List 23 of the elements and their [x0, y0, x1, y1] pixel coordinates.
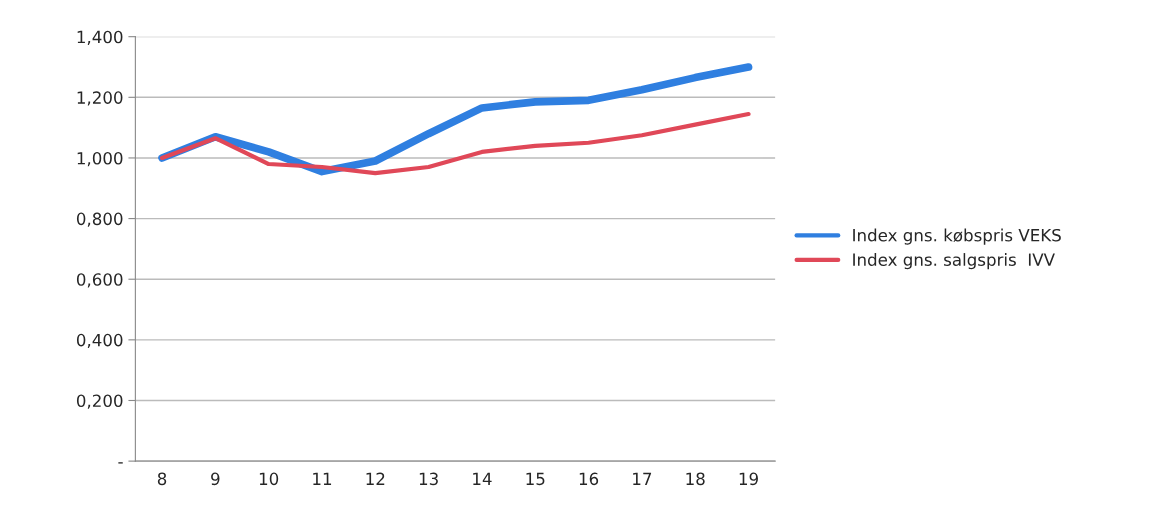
x-tick-label: 17 — [633, 472, 652, 485]
x-tick-label: 16 — [579, 472, 599, 486]
x-tick-label: 18 — [686, 472, 705, 486]
y-tick-label: 0,400 — [76, 333, 123, 349]
y-tick-label: 1,400 — [77, 30, 123, 45]
y-tick-label: 1,000 — [77, 151, 123, 167]
legend-label: Index gns. købspris VEKS — [853, 228, 1061, 245]
y-tick-label: 0,200 — [76, 394, 123, 409]
x-tick-label: 12 — [366, 472, 385, 485]
y-tick-label: 0,600 — [76, 273, 123, 288]
x-tick-label: 19 — [739, 472, 758, 486]
x-tick-label: 15 — [526, 472, 545, 486]
y-tick-label: 1,200 — [77, 91, 123, 106]
legend-label: Index gns. salgspris IVV — [853, 253, 1055, 270]
y-tick-label: - — [118, 462, 123, 464]
y-tick-label: 0,800 — [76, 212, 123, 227]
x-tick-label: 14 — [473, 472, 492, 485]
x-tick-label: 10 — [259, 472, 279, 486]
x-tick-label: 9 — [211, 472, 220, 486]
x-tick-label: 13 — [419, 472, 438, 486]
line-series — [159, 111, 751, 176]
x-tick-label: 8 — [157, 472, 167, 486]
x-tick-label: 11 — [313, 472, 332, 485]
